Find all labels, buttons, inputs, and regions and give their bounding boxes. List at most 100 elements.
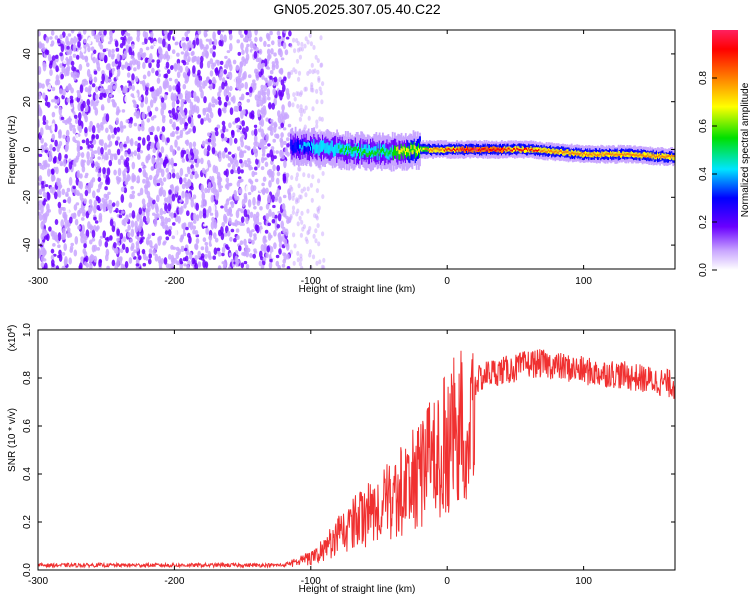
heatmap-cell bbox=[224, 147, 228, 153]
heatmap-cell bbox=[234, 219, 238, 227]
heatmap-cell bbox=[519, 148, 522, 151]
heatmap-cell bbox=[57, 232, 62, 242]
heatmap-cell bbox=[111, 99, 115, 103]
heatmap-cell bbox=[589, 153, 592, 156]
heatmap-cell bbox=[94, 101, 99, 106]
heatmap-cell bbox=[258, 142, 263, 148]
heatmap-cell bbox=[291, 205, 296, 211]
heatmap-cell bbox=[266, 245, 271, 253]
heatmap-cell bbox=[293, 142, 296, 147]
heatmap-cell bbox=[306, 39, 310, 45]
heatmap-cell bbox=[412, 144, 415, 155]
heatmap-cell bbox=[667, 155, 670, 158]
heatmap-cell bbox=[154, 134, 158, 142]
heatmap-cell bbox=[487, 147, 490, 153]
heatmap-cell bbox=[249, 40, 254, 49]
heatmap-cell bbox=[65, 35, 69, 45]
heatmap-cell bbox=[71, 124, 76, 128]
heatmap-cell bbox=[217, 91, 221, 98]
heatmap-cell bbox=[258, 48, 263, 55]
heatmap-cell bbox=[239, 240, 244, 246]
heatmap-cell bbox=[300, 139, 302, 150]
heatmap-cell bbox=[229, 107, 234, 115]
heatmap-cell bbox=[322, 257, 326, 263]
heatmap-cell bbox=[142, 137, 146, 146]
heatmap-cell bbox=[347, 151, 349, 156]
heatmap-cell bbox=[181, 36, 186, 42]
heatmap-cell bbox=[296, 221, 300, 227]
heatmap-cell bbox=[533, 147, 536, 153]
heatmap-cell bbox=[144, 31, 149, 39]
heatmap-cell bbox=[121, 30, 125, 36]
heatmap-cell bbox=[73, 204, 78, 211]
heatmap-cell bbox=[129, 98, 134, 108]
heatmap-cell bbox=[232, 95, 236, 104]
heatmap-cell bbox=[471, 147, 474, 153]
heatmap-cell bbox=[434, 147, 437, 150]
x-tick-label: -300 bbox=[28, 576, 48, 587]
heatmap-cell bbox=[379, 149, 382, 154]
heatmap-cell bbox=[244, 30, 248, 35]
heatmap-cell bbox=[66, 136, 70, 143]
heatmap-cell bbox=[358, 144, 360, 165]
heatmap-cell bbox=[242, 58, 247, 67]
heatmap-cell bbox=[353, 146, 356, 157]
heatmap-cell bbox=[59, 162, 64, 167]
heatmap-cell bbox=[168, 263, 172, 269]
heatmap-cell bbox=[272, 164, 276, 172]
heatmap-cell bbox=[550, 149, 552, 152]
heatmap-cell bbox=[38, 248, 41, 256]
heatmap-cell bbox=[316, 58, 320, 64]
heatmap-cell bbox=[259, 250, 263, 258]
heatmap-cell bbox=[99, 96, 103, 100]
heatmap-cell bbox=[253, 45, 257, 51]
heatmap-cell bbox=[177, 195, 182, 201]
heatmap-cell bbox=[155, 70, 159, 76]
heatmap-cell bbox=[650, 152, 653, 158]
heatmap-cell bbox=[245, 46, 249, 54]
heatmap-cell bbox=[340, 148, 343, 153]
heatmap-cell bbox=[89, 156, 94, 164]
heatmap-cell bbox=[545, 151, 548, 154]
heatmap-cell bbox=[322, 265, 326, 269]
heatmap-cell bbox=[315, 123, 319, 129]
heatmap-cell bbox=[248, 34, 252, 38]
heatmap-cell bbox=[330, 147, 333, 152]
heatmap-cell bbox=[49, 186, 54, 194]
heatmap-cell bbox=[300, 219, 304, 225]
heatmap-cell bbox=[141, 79, 146, 87]
heatmap-cell bbox=[74, 114, 78, 119]
heatmap-cell bbox=[280, 220, 285, 229]
heatmap-cell bbox=[67, 196, 71, 204]
heatmap-cell bbox=[229, 43, 233, 52]
heatmap-cell bbox=[276, 224, 281, 229]
heatmap-cell bbox=[221, 81, 225, 90]
heatmap-cell bbox=[69, 95, 74, 100]
heatmap-cell bbox=[258, 57, 262, 63]
heatmap-cell bbox=[137, 52, 142, 61]
heatmap-cell bbox=[134, 41, 139, 46]
heatmap-cell bbox=[295, 197, 299, 203]
heatmap-cell bbox=[48, 150, 53, 160]
heatmap-cell bbox=[95, 134, 99, 140]
heatmap-cell bbox=[117, 158, 122, 165]
heatmap-cell bbox=[634, 154, 636, 157]
heatmap-cell bbox=[654, 156, 657, 159]
heatmap-cell bbox=[190, 44, 194, 49]
heatmap-cell bbox=[62, 119, 66, 124]
heatmap-cell bbox=[174, 78, 178, 83]
heatmap-cell bbox=[645, 155, 647, 158]
snr-scale-base: (x10 bbox=[7, 331, 18, 351]
heatmap-cell bbox=[544, 147, 547, 153]
heatmap-cell bbox=[212, 142, 217, 147]
heatmap-cell bbox=[320, 99, 324, 105]
heatmap-cell bbox=[107, 134, 111, 141]
heatmap-cell bbox=[98, 139, 103, 145]
heatmap-cell bbox=[306, 208, 310, 214]
heatmap-cell bbox=[515, 145, 517, 151]
heatmap-cell bbox=[131, 193, 135, 200]
heatmap-cell bbox=[482, 148, 485, 151]
heatmap-cell bbox=[52, 146, 56, 152]
heatmap-cell bbox=[663, 156, 666, 158]
heatmap-cell bbox=[93, 171, 98, 177]
